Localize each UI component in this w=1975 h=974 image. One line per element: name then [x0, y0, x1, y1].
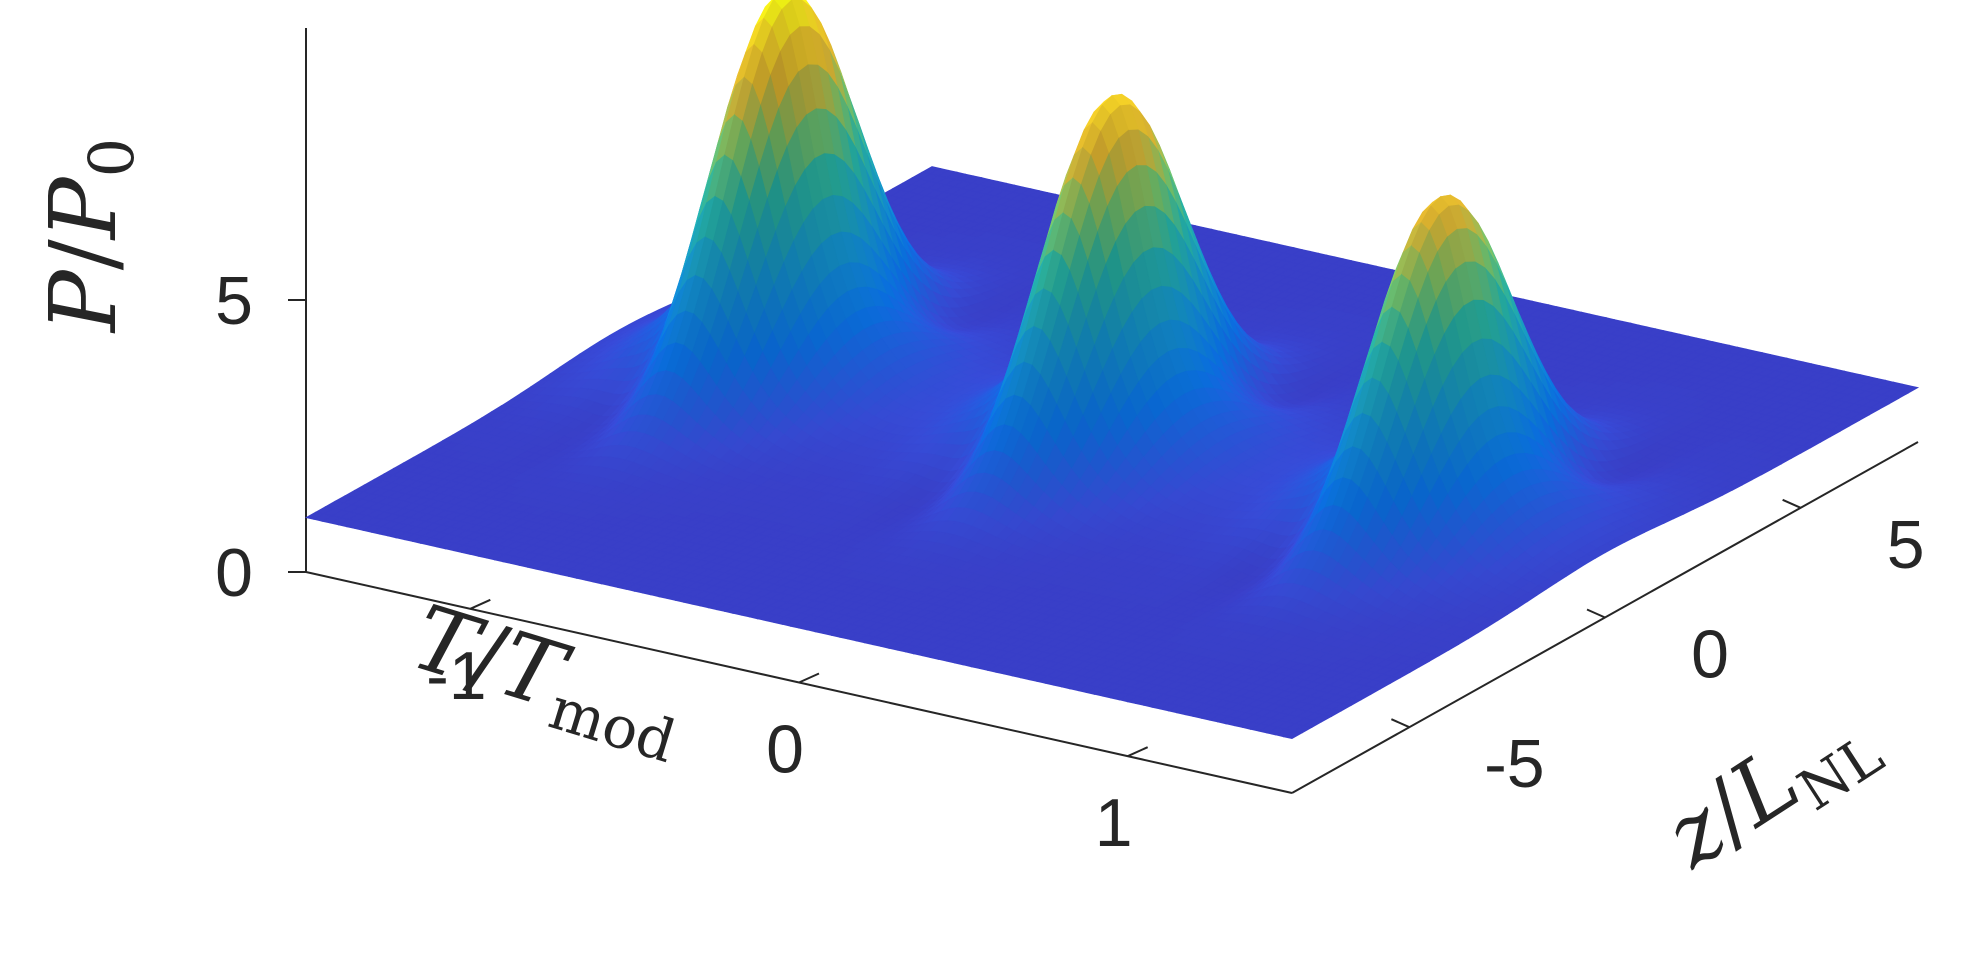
y-tick	[1782, 498, 1802, 509]
y-tick-label: 0	[1691, 617, 1729, 693]
x-tick-label: 0	[766, 712, 804, 788]
z-tick-label: 0	[215, 535, 253, 611]
y-tick-label: 5	[1887, 507, 1925, 583]
x-tick	[469, 598, 491, 610]
y-tick	[1390, 718, 1410, 729]
surface-plot	[304, 0, 1920, 740]
x-axis-title: T/Tmod	[401, 585, 683, 776]
x-tick	[1127, 746, 1149, 758]
x-tick	[798, 672, 820, 684]
x-tick-label: 1	[1095, 785, 1133, 861]
z-tick-label: 5	[215, 263, 253, 339]
tick-labels: -1 0 1 -5 0 5 0 5	[215, 263, 1924, 861]
z-axis-title: P/P0	[30, 138, 148, 334]
y-axis-title: z/LNL	[1647, 722, 1895, 888]
y-tick-label: -5	[1484, 726, 1544, 802]
x-tick-label: -1	[426, 638, 486, 714]
y-tick	[1586, 608, 1606, 619]
